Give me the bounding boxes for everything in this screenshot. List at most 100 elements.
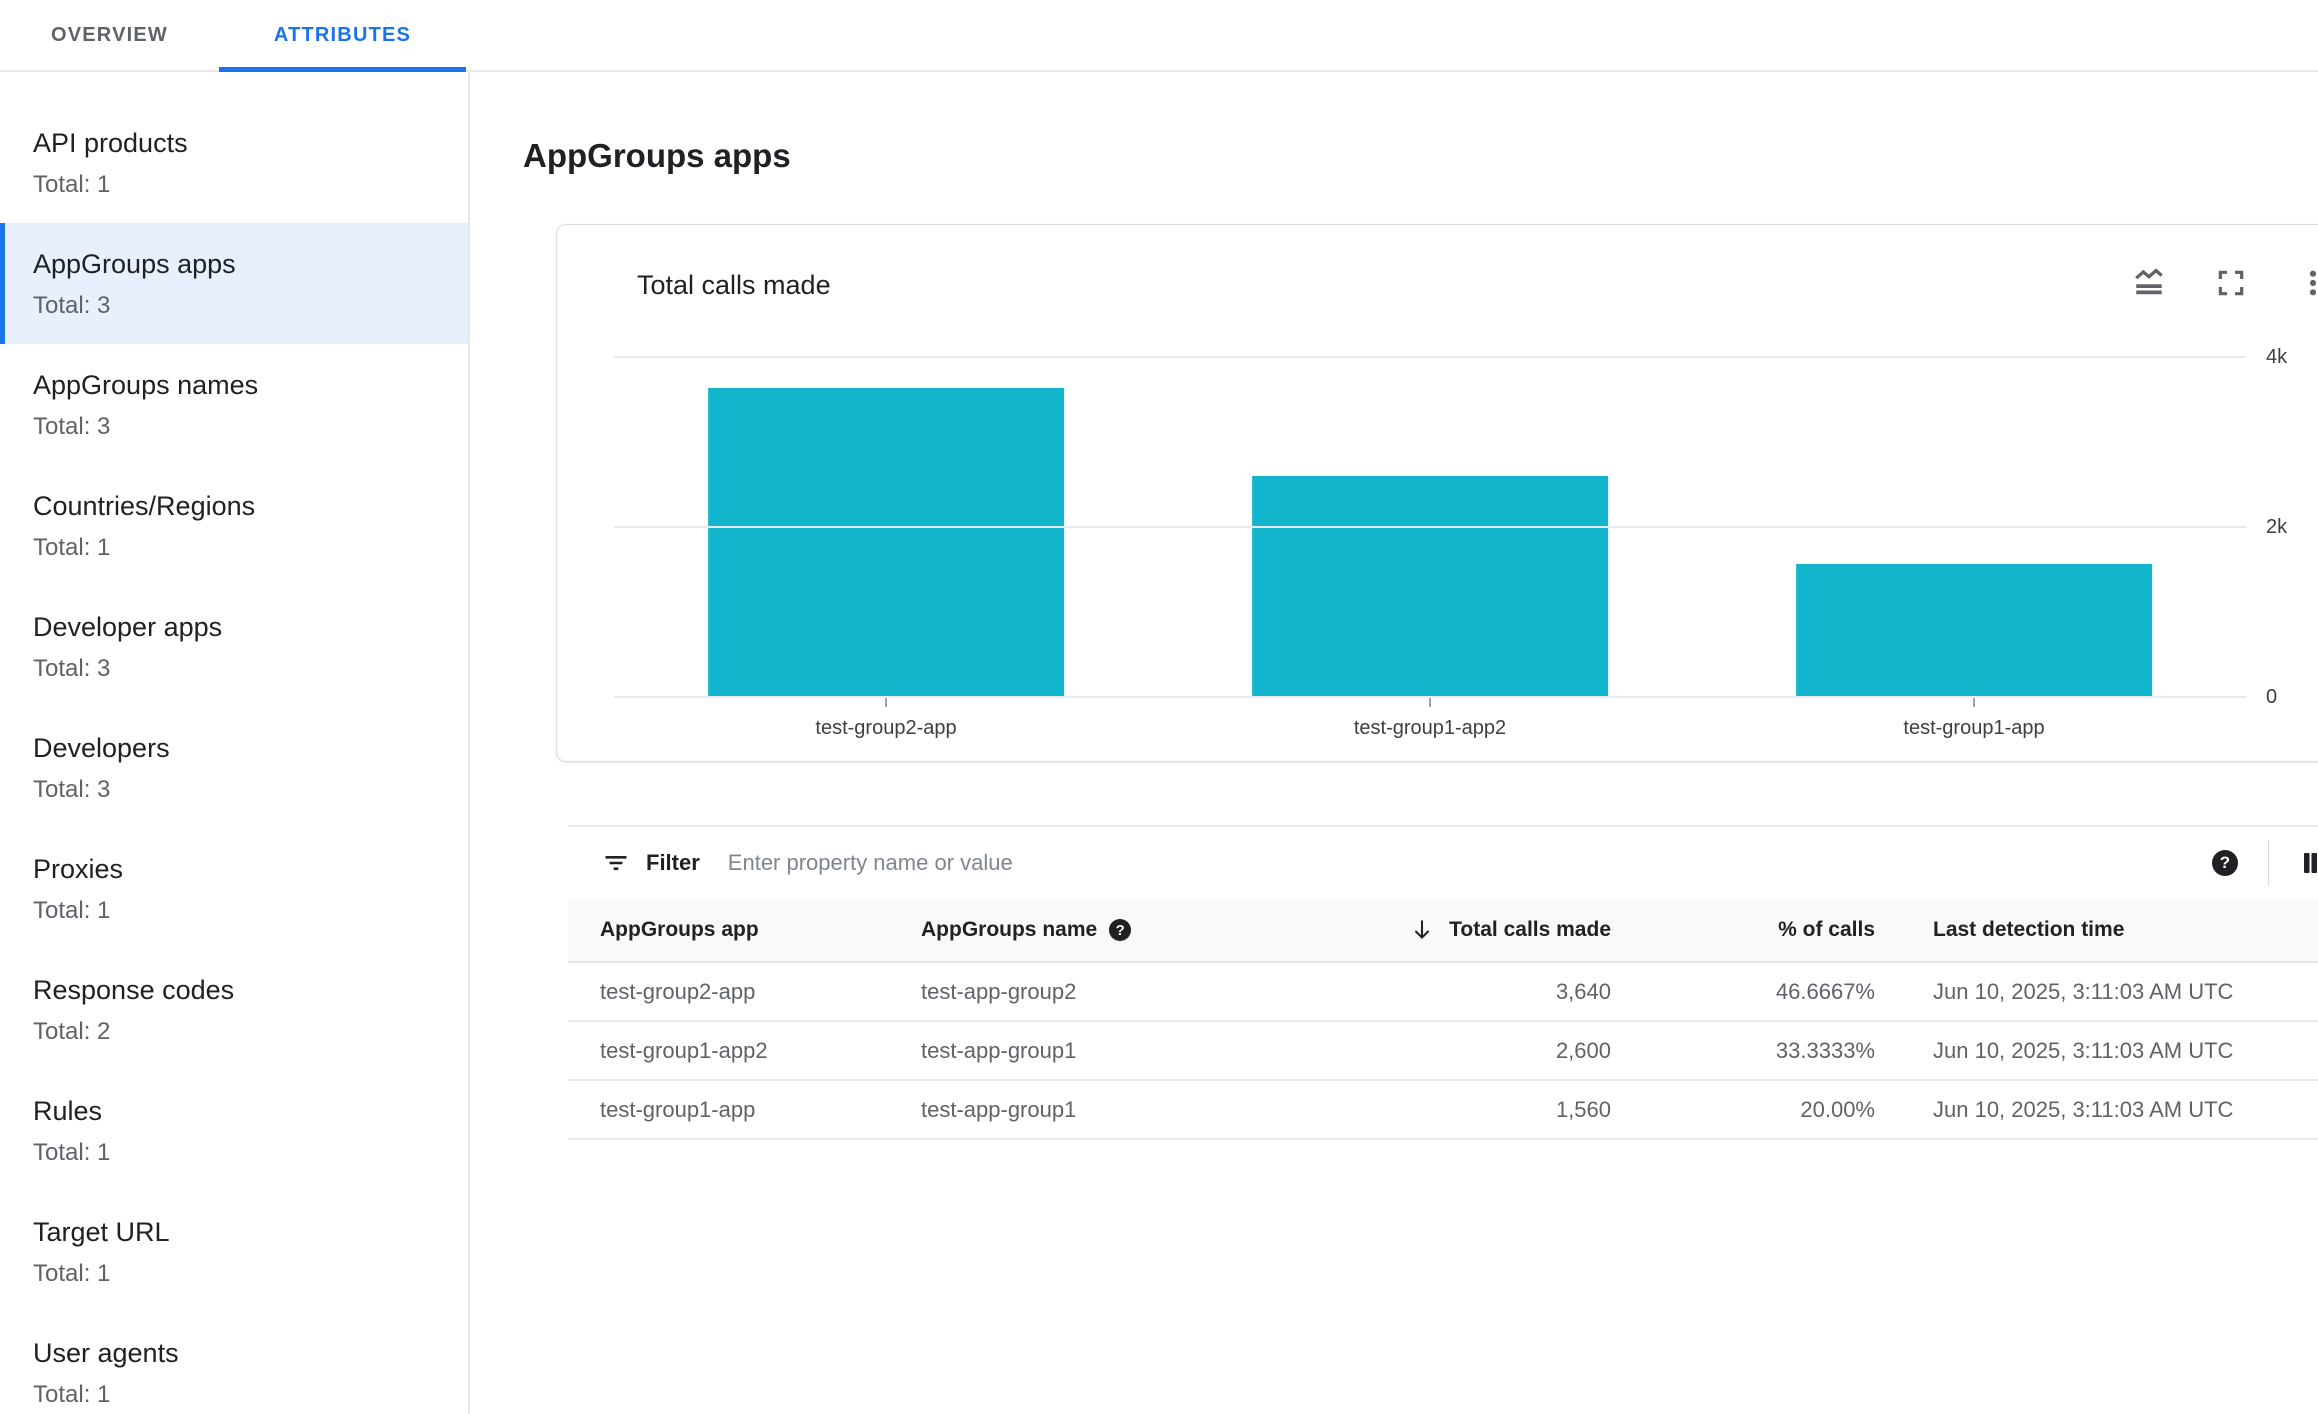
filter-help-icon[interactable]: ?: [2212, 850, 2238, 876]
filter-actions-divider: [2268, 840, 2269, 886]
table-cell: 1,560: [1555, 1096, 1611, 1122]
col-header-percent-of-calls[interactable]: % of calls: [1633, 918, 1898, 942]
sidebar-item-developer-apps[interactable]: Developer apps Total: 3: [0, 586, 468, 707]
filter-label: Filter: [646, 850, 700, 875]
table-cell: Jun 10, 2025, 3:11:03 AM UTC: [1933, 978, 2234, 1004]
sidebar-item-total: Total: 3: [33, 292, 111, 319]
x-category-label: test-group1-app2: [1353, 717, 1507, 739]
table-cell: Jun 10, 2025, 3:11:03 AM UTC: [1933, 1037, 2234, 1063]
sidebar-item-appgroups-apps[interactable]: AppGroups apps Total: 3: [0, 223, 468, 344]
sidebar-item-total: Total: 1: [33, 171, 111, 198]
sidebar-item-total: Total: 3: [33, 413, 111, 440]
column-selector-icon[interactable]: [2299, 848, 2318, 878]
sidebar-item-label: Response codes: [33, 975, 235, 1005]
table-cell: test-group1-app: [600, 1096, 756, 1122]
table-cell: test-app-group1: [921, 1096, 1077, 1122]
fullscreen-icon[interactable]: [2213, 265, 2249, 301]
table-cell: 33.3333%: [1775, 1037, 1875, 1063]
sidebar-item-proxies[interactable]: Proxies Total: 1: [0, 828, 468, 949]
sidebar-item-total: Total: 3: [33, 655, 111, 682]
table-cell: 2,600: [1555, 1037, 1611, 1063]
sidebar-item-total: Total: 1: [33, 534, 111, 561]
sidebar-item-appgroups-names[interactable]: AppGroups names Total: 3: [0, 344, 468, 465]
y-tick-label: 0: [2266, 686, 2278, 708]
col-header-label: % of calls: [1778, 918, 1875, 941]
sidebar-item-label: AppGroups names: [33, 370, 259, 400]
x-tick-mark: [1973, 697, 1975, 707]
col-header-label: AppGroups name: [921, 918, 1098, 941]
tab-attributes-label: ATTRIBUTES: [273, 23, 412, 46]
tab-bar: OVERVIEW ATTRIBUTES: [0, 0, 2318, 72]
sidebar-item-label: Rules: [33, 1096, 103, 1126]
sort-descending-icon[interactable]: [1409, 917, 1435, 943]
bar-slot-test-group1-app2: test-group1-app2: [1158, 357, 1702, 739]
table-cell: test-group2-app: [600, 978, 756, 1004]
bar-test-group2-app[interactable]: [708, 388, 1064, 697]
area-chart-icon[interactable]: [2131, 265, 2167, 301]
sidebar-item-rules[interactable]: Rules Total: 1: [0, 1070, 468, 1191]
more-vert-icon[interactable]: [2295, 265, 2318, 301]
sidebar-item-label: API products: [33, 128, 188, 158]
sidebar-item-total: Total: 1: [33, 897, 111, 924]
table-header-row: AppGroups app AppGroups name ? Total cal…: [568, 899, 2318, 963]
attributes-table-section: Filter ? AppGroups app AppGroup: [568, 825, 2318, 1140]
sidebar-item-total: Total: 1: [33, 1260, 111, 1287]
table-cell: 3,640: [1555, 978, 1611, 1004]
col-header-last-detection-time[interactable]: Last detection time: [1898, 918, 2318, 942]
x-tick-mark: [1429, 697, 1431, 707]
bar-slot-test-group1-app: test-group1-app: [1702, 357, 2246, 739]
x-tick-mark: [885, 697, 887, 707]
sidebar-item-user-agents[interactable]: User agents Total: 1: [0, 1312, 468, 1414]
sidebar-item-label: AppGroups apps: [33, 249, 236, 279]
sidebar-item-target-url[interactable]: Target URL Total: 1: [0, 1191, 468, 1312]
col-header-label: Last detection time: [1933, 918, 2125, 941]
gridline-0: [614, 696, 2246, 698]
chart-title: Total calls made: [637, 270, 831, 300]
sidebar-item-label: Proxies: [33, 854, 124, 884]
bar-chart-plot: test-group2-app test-group1-app2 test-grou…: [614, 356, 2246, 739]
table-body: test-group2-app test-app-group2 3,640 46.66…: [568, 963, 2318, 1140]
gridline-2k: [614, 526, 2246, 528]
table-cell: test-app-group1: [921, 1037, 1077, 1063]
y-tick-label: 4k: [2266, 346, 2288, 368]
table-cell: Jun 10, 2025, 3:11:03 AM UTC: [1933, 1096, 2234, 1122]
sidebar-item-label: Developers: [33, 733, 170, 763]
sidebar-item-label: Target URL: [33, 1217, 170, 1247]
x-category-label: test-group2-app: [815, 717, 957, 739]
col-header-appgroups-name[interactable]: AppGroups name ?: [921, 918, 1363, 942]
tab-attributes[interactable]: ATTRIBUTES: [219, 0, 466, 72]
tab-overview[interactable]: OVERVIEW: [0, 0, 219, 70]
sidebar-item-countries-regions[interactable]: Countries/Regions Total: 1: [0, 465, 468, 586]
chart-actions: [2131, 265, 2318, 301]
filter-list-icon: [605, 856, 627, 870]
sidebar-item-api-products[interactable]: API products Total: 1: [0, 102, 468, 223]
bar-test-group1-app2[interactable]: [1252, 476, 1608, 697]
table-row[interactable]: test-group1-app2 test-app-group1 2,600 33.3…: [568, 1022, 2318, 1081]
bar-test-group1-app[interactable]: [1796, 564, 2152, 697]
filter-input[interactable]: [725, 849, 2212, 877]
sidebar-item-response-codes[interactable]: Response codes Total: 2: [0, 949, 468, 1070]
attributes-sidebar: API products Total: 1 AppGroups apps Total:…: [0, 72, 470, 1414]
appgroups-name-help-icon[interactable]: ?: [1109, 919, 1132, 941]
tab-overview-label: OVERVIEW: [50, 23, 169, 46]
bar-slot-test-group2-app: test-group2-app: [614, 357, 1158, 739]
sidebar-item-total: Total: 1: [33, 1381, 111, 1408]
sidebar-item-total: Total: 3: [33, 776, 111, 803]
filter-row: Filter ?: [568, 827, 2318, 899]
sidebar-item-total: Total: 2: [33, 1018, 111, 1045]
table-cell: test-group1-app2: [600, 1037, 768, 1063]
table-row[interactable]: test-group2-app test-app-group2 3,640 46.66…: [568, 963, 2318, 1022]
col-header-total-calls-made[interactable]: Total calls made: [1363, 917, 1633, 943]
table-cell: test-app-group2: [921, 978, 1077, 1004]
col-header-label: AppGroups app: [600, 918, 759, 941]
col-header-appgroups-app[interactable]: AppGroups app: [568, 918, 921, 942]
table-row[interactable]: test-group1-app test-app-group1 1,560 20.00…: [568, 1081, 2318, 1140]
sidebar-item-label: Developer apps: [33, 612, 223, 642]
sidebar-item-total: Total: 1: [33, 1139, 111, 1166]
sidebar-item-label: User agents: [33, 1338, 179, 1368]
sidebar-item-label: Countries/Regions: [33, 491, 256, 521]
y-axis-labels: 4k 2k 0: [2266, 346, 2318, 708]
y-tick-label: 2k: [2266, 516, 2288, 538]
sidebar-item-developers[interactable]: Developers Total: 3: [0, 707, 468, 828]
